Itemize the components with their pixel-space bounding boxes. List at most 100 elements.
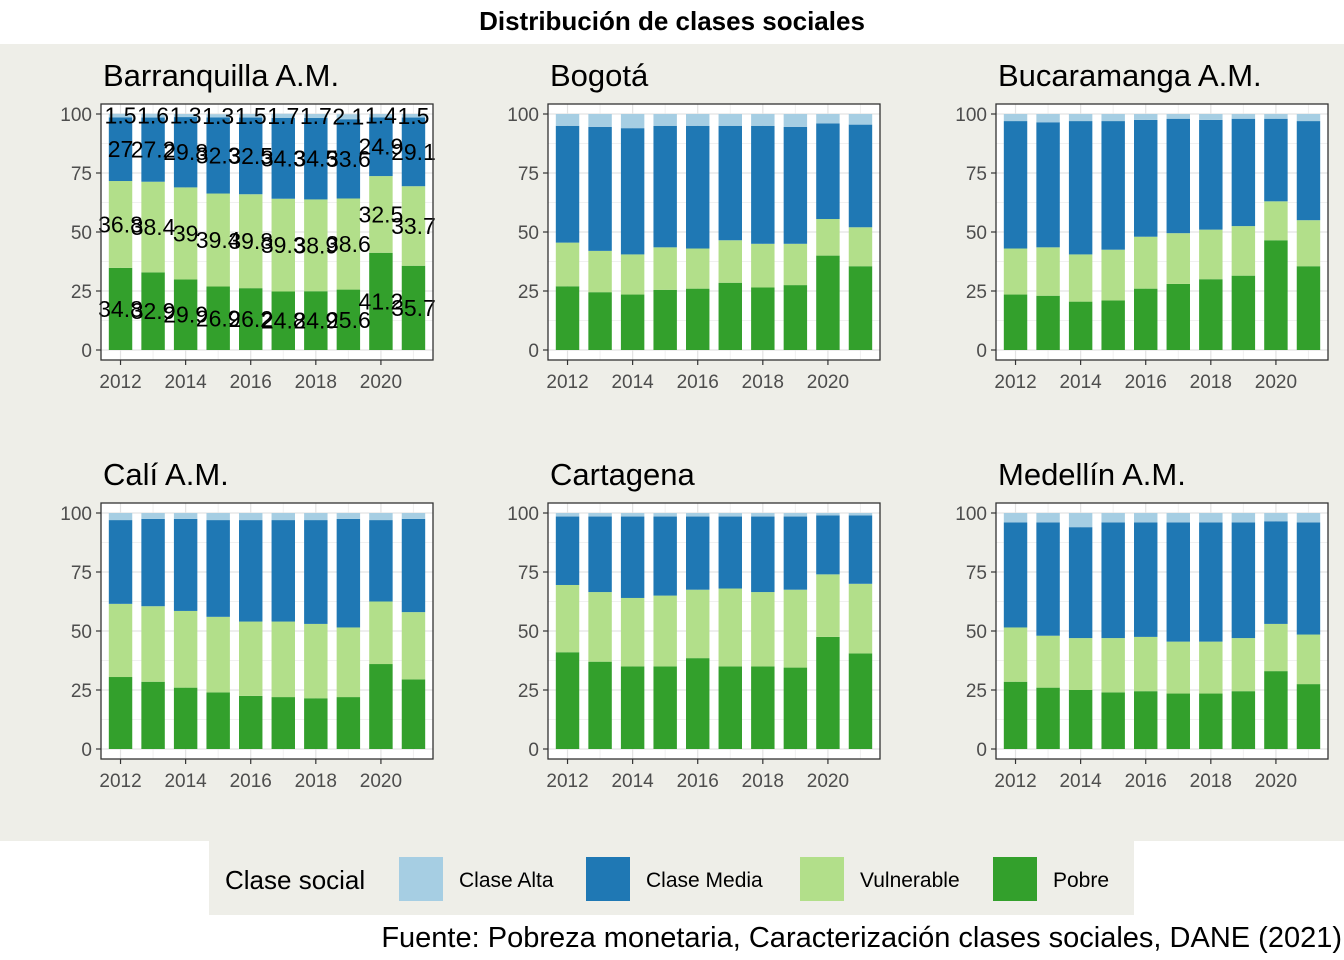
bar-pobre-2021 bbox=[848, 266, 873, 350]
value-label-clase-media-2014: 29.8 bbox=[163, 139, 208, 165]
bar-pobre-2017 bbox=[718, 666, 742, 749]
y-tick-label: 100 bbox=[955, 105, 987, 126]
bar-pobre-2021 bbox=[1296, 684, 1321, 749]
bar-clase-media-2017 bbox=[271, 520, 295, 622]
bar-vulnerable-2016 bbox=[1134, 236, 1158, 289]
bar-pobre-2016 bbox=[686, 288, 710, 350]
bar-pobre-2013 bbox=[1036, 295, 1060, 350]
y-tick-label: 25 bbox=[518, 681, 539, 702]
bar-vulnerable-2016 bbox=[239, 194, 263, 289]
bar-clase-media-2017 bbox=[1166, 522, 1190, 642]
bar-pobre-2015 bbox=[1101, 692, 1125, 749]
bar-pobre-2017 bbox=[1166, 283, 1190, 350]
bar-pobre-2021 bbox=[401, 265, 426, 350]
bar-clase-media-2016 bbox=[686, 125, 710, 249]
bar-clase-alta-2018 bbox=[304, 513, 328, 521]
value-label-pobre-2020: 41.2 bbox=[359, 288, 404, 314]
value-label-clase-alta-2021: 1.5 bbox=[397, 103, 429, 129]
bar-clase-alta-2012 bbox=[108, 113, 133, 118]
x-tick-label: 2012 bbox=[994, 771, 1036, 792]
bar-pobre-2018 bbox=[1199, 279, 1223, 350]
value-label-clase-alta-2015: 1.3 bbox=[202, 103, 234, 129]
bar-pobre-2020 bbox=[1264, 671, 1288, 749]
bar-vulnerable-2012 bbox=[108, 603, 133, 678]
y-tick-label: 25 bbox=[518, 282, 539, 303]
value-label-clase-media-2019: 33.6 bbox=[326, 146, 371, 172]
x-tick-label: 2018 bbox=[295, 372, 337, 393]
bar-clase-media-2021 bbox=[1296, 121, 1321, 221]
y-tick-label: 50 bbox=[966, 622, 987, 643]
bar-pobre-2015 bbox=[1101, 300, 1125, 350]
x-tick-label: 2020 bbox=[1255, 771, 1297, 792]
bar-vulnerable-2018 bbox=[751, 243, 775, 288]
bar-clase-media-2016 bbox=[686, 516, 710, 590]
value-label-clase-alta-2020: 1.4 bbox=[365, 103, 397, 129]
bar-pobre-2013 bbox=[141, 681, 165, 749]
bar-vulnerable-2020 bbox=[369, 601, 393, 665]
y-tick-label: 50 bbox=[518, 223, 539, 244]
bar-clase-media-2018 bbox=[304, 118, 328, 200]
bar-vulnerable-2017 bbox=[271, 621, 295, 698]
bar-clase-media-2014 bbox=[173, 518, 198, 611]
y-tick-label: 50 bbox=[966, 223, 987, 244]
bar-pobre-2021 bbox=[401, 679, 426, 749]
bar-clase-media-2017 bbox=[1166, 118, 1190, 234]
bar-clase-alta-2020 bbox=[369, 114, 393, 118]
x-tick-label: 2012 bbox=[546, 372, 588, 393]
bar-clase-alta-2020 bbox=[816, 513, 840, 516]
bar-clase-alta-2015 bbox=[206, 114, 230, 118]
y-tick-label: 75 bbox=[966, 563, 987, 584]
y-tick-label: 50 bbox=[71, 622, 92, 643]
value-label-pobre-2012: 34.8 bbox=[98, 296, 143, 322]
bar-clase-alta-2016 bbox=[1134, 513, 1158, 523]
bar-clase-alta-2017 bbox=[718, 114, 742, 126]
bar-pobre-2014 bbox=[1068, 690, 1093, 749]
bar-pobre-2017 bbox=[271, 697, 295, 749]
x-tick-label: 2014 bbox=[164, 771, 207, 792]
bar-vulnerable-2016 bbox=[686, 248, 710, 289]
bar-clase-alta-2013 bbox=[588, 513, 612, 517]
bar-pobre-2016 bbox=[1134, 288, 1158, 350]
bar-vulnerable-2012 bbox=[1003, 627, 1028, 682]
bar-clase-alta-2013 bbox=[141, 513, 165, 519]
y-tick-label: 75 bbox=[71, 164, 92, 185]
bar-clase-alta-2021 bbox=[848, 513, 873, 516]
value-label-vulnerable-2018: 38.9 bbox=[293, 232, 338, 258]
value-label-clase-media-2018: 34.5 bbox=[293, 146, 338, 172]
bar-clase-media-2021 bbox=[401, 518, 426, 613]
y-tick-label: 75 bbox=[518, 164, 539, 185]
bar-clase-alta-2017 bbox=[718, 513, 742, 517]
bar-clase-alta-2019 bbox=[336, 114, 361, 120]
y-tick-label: 100 bbox=[955, 504, 987, 525]
y-tick-label: 0 bbox=[81, 740, 92, 761]
bar-clase-media-2018 bbox=[751, 125, 775, 244]
bar-pobre-2020 bbox=[816, 255, 840, 350]
bar-vulnerable-2018 bbox=[304, 623, 328, 699]
value-label-clase-alta-2018: 1.7 bbox=[300, 103, 332, 129]
bar-clase-alta-2015 bbox=[206, 513, 230, 521]
bar-vulnerable-2019 bbox=[1231, 226, 1256, 276]
bar-clase-alta-2019 bbox=[336, 513, 361, 519]
bar-vulnerable-2019 bbox=[783, 243, 808, 286]
bar-vulnerable-2017 bbox=[718, 588, 742, 667]
bar-pobre-2015 bbox=[206, 692, 230, 749]
value-label-clase-media-2013: 27.2 bbox=[131, 137, 176, 163]
bar-clase-media-2017 bbox=[271, 117, 295, 199]
bar-pobre-2013 bbox=[588, 661, 612, 749]
value-label-clase-alta-2013: 1.6 bbox=[137, 103, 169, 129]
bar-clase-alta-2019 bbox=[783, 513, 808, 517]
bar-clase-media-2021 bbox=[848, 515, 873, 584]
bar-clase-alta-2012 bbox=[555, 114, 580, 126]
bar-clase-alta-2021 bbox=[1296, 513, 1321, 523]
bar-pobre-2018 bbox=[1199, 693, 1223, 749]
value-label-vulnerable-2017: 39.3 bbox=[261, 232, 306, 258]
bar-clase-media-2012 bbox=[1003, 522, 1028, 628]
bar-clase-media-2014 bbox=[1068, 527, 1093, 639]
x-tick-label: 2018 bbox=[1190, 771, 1232, 792]
x-tick-label: 2020 bbox=[807, 771, 849, 792]
bar-clase-media-2015 bbox=[1101, 522, 1125, 639]
bar-clase-media-2014 bbox=[620, 128, 645, 255]
y-tick-label: 0 bbox=[81, 341, 92, 362]
bar-pobre-2014 bbox=[620, 666, 645, 749]
bar-clase-alta-2013 bbox=[1036, 513, 1060, 523]
